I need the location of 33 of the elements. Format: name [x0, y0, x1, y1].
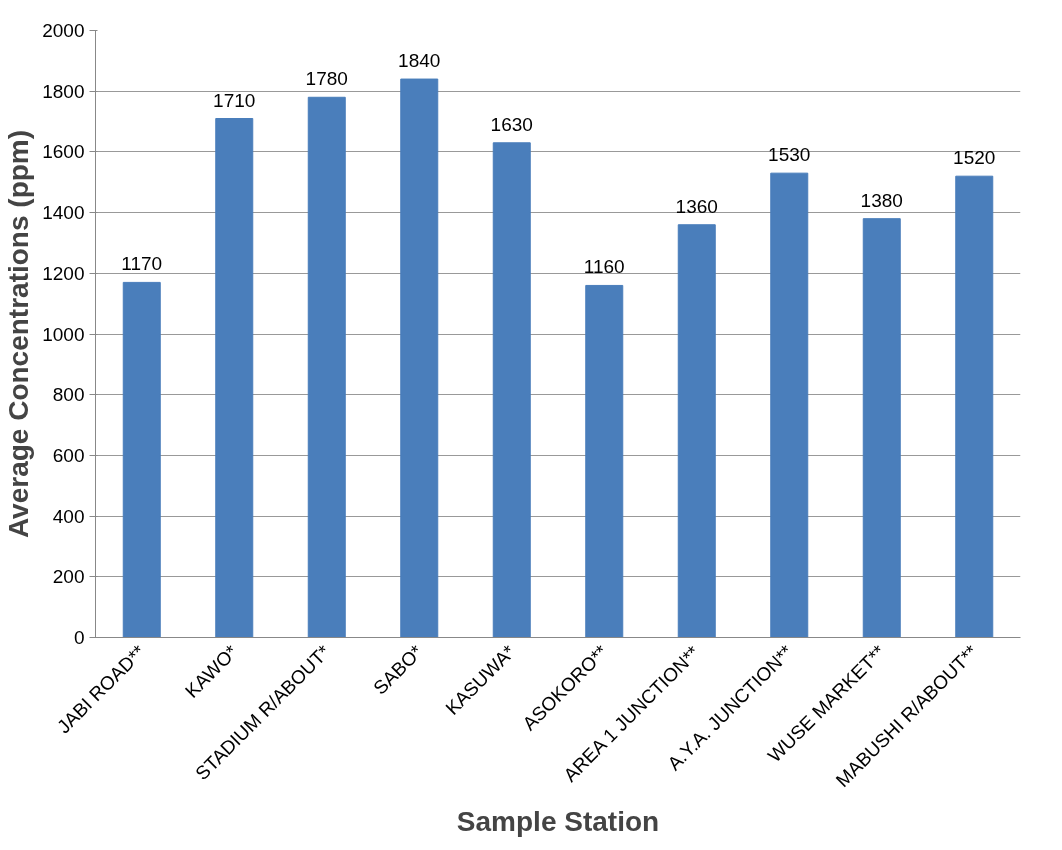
- bar: [770, 172, 809, 638]
- y-tick-label: 400: [52, 505, 85, 527]
- data-label: 1170: [121, 253, 163, 275]
- data-label: 1380: [860, 189, 903, 211]
- y-tick-label: 1200: [42, 262, 85, 284]
- bar: [492, 142, 531, 638]
- data-label: 1710: [213, 89, 256, 111]
- bar: [122, 281, 161, 638]
- x-axis-title: Sample Station: [456, 806, 660, 838]
- y-tick-label: 200: [52, 566, 85, 588]
- y-axis-title: Average Concentrations (ppm): [3, 129, 35, 539]
- y-tick-label: 1000: [42, 323, 85, 345]
- bar: [862, 218, 901, 638]
- bar: [400, 78, 439, 638]
- bar: [585, 284, 624, 638]
- y-tick-label: 2000: [42, 20, 85, 41]
- data-label: 1520: [953, 147, 996, 169]
- bar: [677, 224, 716, 638]
- bar: [215, 118, 254, 638]
- y-tick-label: 600: [52, 444, 85, 466]
- data-label: 1360: [675, 195, 718, 217]
- data-label: 1160: [583, 256, 625, 278]
- y-tick-label: 0: [73, 627, 85, 648]
- bar: [307, 96, 346, 638]
- y-tick-label: 1400: [42, 202, 85, 224]
- data-label: 1780: [305, 68, 348, 90]
- y-tick-label: 800: [52, 384, 85, 406]
- data-label: 1840: [398, 50, 441, 72]
- data-label: 1530: [768, 144, 811, 166]
- data-label: 1630: [490, 113, 533, 135]
- y-tick-label: 1600: [42, 141, 85, 163]
- bar: [955, 175, 994, 638]
- y-tick-label: 1800: [42, 80, 85, 102]
